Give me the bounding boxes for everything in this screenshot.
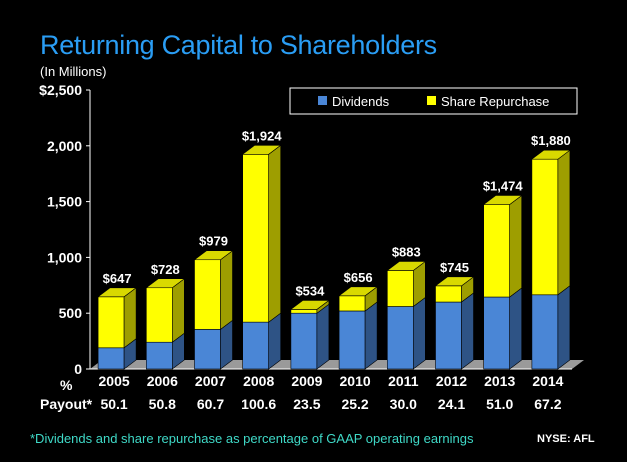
payout-header-percent: % [60,377,73,393]
x-category-label: 2013 [484,373,515,389]
bar-repurchase-2009-front [290,309,318,314]
bar-repurchase-2014-front [531,158,559,296]
bar-repurchase-2013-side [509,194,523,298]
legend-label-dividends: Dividends [332,94,390,109]
payout-value: 50.1 [100,396,127,412]
bar-2006-top [145,278,186,289]
bar-2014-top [531,149,571,160]
bar-2012-top [434,276,475,287]
legend-swatch-dividends [318,96,327,105]
bar-2009-top [289,300,330,310]
bar-dividends-2006-front [146,341,173,370]
bar-dividends-2008-side [268,312,282,370]
legend-swatch-repurchase [427,96,436,105]
payout-value: 23.5 [293,396,320,412]
payout-value: 51.0 [486,396,513,412]
bar-dividends-2010-front [338,310,366,370]
payout-header-label: Payout* [40,396,93,412]
footnote: *Dividends and share repurchase as perce… [30,431,474,446]
bar-2008-top [241,144,282,155]
payout-value: 30.0 [390,396,417,412]
bar-dividends-2009-side [316,303,330,370]
bar-repurchase-2014-side [557,149,571,296]
x-category-label: 2014 [532,373,563,389]
bar-total-label: $1,880 [531,133,571,148]
payout-value: 25.2 [341,396,368,412]
y-tick-label: 500 [59,305,83,321]
x-category-label: 2008 [243,373,274,389]
x-category-label: 2011 [388,373,419,389]
y-tick-label: $2,500 [39,82,82,98]
bar-repurchase-2005-front [97,296,125,349]
x-category-label: 2005 [99,373,130,389]
bar-dividends-2012-side [461,292,474,370]
bar-dividends-2005-front [97,347,125,370]
bar-repurchase-2010-front [338,295,366,312]
y-tick-label: 2,000 [47,138,82,154]
bar-dividends-2014-front [531,294,559,370]
payout-value: 24.1 [438,396,465,412]
bar-repurchase-2008-front [242,153,269,323]
bar-2013-top [482,195,523,205]
y-tick-label: 1,000 [47,249,82,265]
bar-dividends-2013-front [483,296,511,370]
bar-total-label: $1,924 [242,128,283,143]
bar-total-label: $883 [392,244,421,259]
bar-dividends-2009-front [290,312,318,370]
bar-repurchase-2007-side [220,250,233,330]
bar-dividends-2014-side [557,285,571,370]
x-category-label: 2006 [147,373,178,389]
bar-total-label: $656 [344,270,373,285]
y-tick-label: 0 [74,361,82,377]
bar-dividends-2008-front [242,321,269,370]
bar-2005-top [97,287,138,298]
bar-total-label: $745 [440,260,469,275]
bar-repurchase-2006-front [146,287,173,343]
page-title: Returning Capital to Shareholders [40,30,437,60]
bar-dividends-2011-side [412,296,426,370]
ticker-symbol: NYSE: AFL [537,433,595,445]
bar-dividends-2013-side [509,287,523,370]
x-category-label: 2012 [436,373,467,389]
bar-repurchase-2005-side [123,287,137,349]
bar-total-label: $647 [103,271,132,286]
x-category-label: 2010 [340,373,371,389]
payout-value: 100.6 [241,396,276,412]
bar-total-label: $1,474 [483,179,524,194]
chart-subtitle: (In Millions) [40,64,107,79]
x-category-label: 2009 [291,373,322,389]
bar-total-label: $534 [295,283,325,298]
bar-dividends-2012-front [435,301,462,370]
bar-dividends-2011-front [386,306,414,370]
bar-total-label: $728 [151,262,180,277]
bar-repurchase-2006-side [172,278,185,343]
bar-repurchase-2008-side [268,144,282,323]
bar-2007-top [193,250,234,261]
legend-label-repurchase: Share Repurchase [441,94,549,109]
bar-dividends-2007-front [194,329,221,370]
y-tick-label: 1,500 [47,194,82,210]
bar-repurchase-2013-front [483,204,511,298]
payout-value: 60.7 [197,396,224,412]
x-category-label: 2007 [195,373,226,389]
payout-value: 67.2 [534,396,561,412]
bar-repurchase-2007-front [194,259,221,330]
bar-dividends-2010-side [364,301,378,370]
bar-2010-top [338,286,379,297]
bar-repurchase-2012-front [435,285,462,303]
bar-total-label: $979 [199,234,228,249]
bar-2011-top [386,261,427,271]
payout-value: 50.8 [149,396,176,412]
bar-repurchase-2011-front [386,270,414,307]
